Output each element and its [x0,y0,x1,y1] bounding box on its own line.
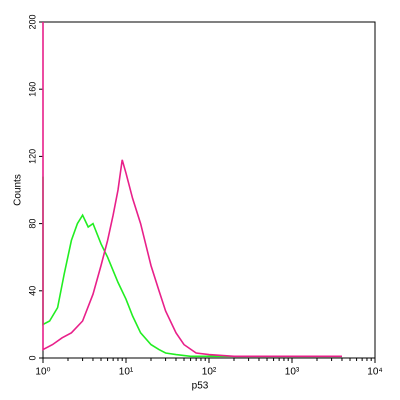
histogram-line [42,22,342,358]
x-tick-label: 10⁴ [367,367,382,378]
y-tick-label: 200 [27,14,37,29]
x-tick-label: 10² [202,367,217,378]
y-tick-label: 80 [27,219,37,229]
y-tick-label: 0 [27,355,37,360]
y-tick-label: 120 [27,149,37,164]
y-tick-label: 160 [27,82,37,97]
y-axis-label: Counts [13,174,24,206]
y-tick-label: 40 [27,286,37,296]
histogram-line [42,176,342,358]
x-tick-label: 10³ [285,367,300,378]
x-tick-label: 10¹ [119,367,134,378]
x-axis-label: p53 [192,381,209,392]
plot-frame [42,21,376,359]
x-tick-label: 10⁰ [35,367,50,378]
